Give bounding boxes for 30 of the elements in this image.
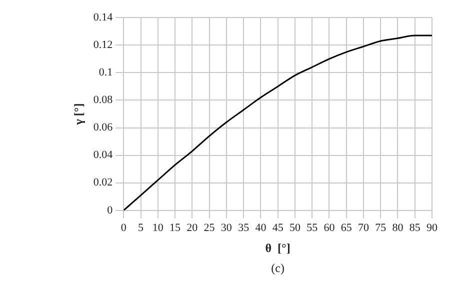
text: (c) <box>271 261 284 275</box>
y-tick-label: 0.02 <box>93 176 113 189</box>
x-tick-label: 65 <box>340 222 352 234</box>
x-tick-label: 55 <box>306 222 318 234</box>
x-tick-label: 5 <box>138 222 144 234</box>
y-tick-label: 0 <box>107 204 114 216</box>
x-tick-label: 70 <box>358 222 370 234</box>
x-tick-label: 10 <box>152 222 164 234</box>
y-tick-label: 0.06 <box>93 122 114 134</box>
y-tick-label: 0.08 <box>93 94 114 106</box>
y-axis-title: γ [°] <box>71 103 86 126</box>
x-tick-label: 50 <box>289 222 301 234</box>
x-tick-label: 25 <box>204 222 216 234</box>
x-tick-label: 20 <box>186 222 198 234</box>
x-tick-label: 40 <box>255 222 267 234</box>
y-tick-label: 0.12 <box>93 39 113 52</box>
y-tick-label: 0.14 <box>93 11 114 24</box>
x-tick-label: 80 <box>392 222 404 234</box>
x-tick-label: 90 <box>426 222 438 234</box>
x-tick-label: 45 <box>272 222 284 234</box>
x-tick-label: 0 <box>120 222 127 234</box>
x-tick-label: 15 <box>170 222 182 234</box>
x-tick-label: 30 <box>220 222 232 234</box>
x-axis-title: θ [°] <box>265 240 290 255</box>
x-tick-label: 35 <box>238 222 250 234</box>
x-tick-label: 60 <box>324 222 336 234</box>
y-tick-label: 0.1 <box>98 66 113 79</box>
y-tick-label: 0.04 <box>93 149 114 162</box>
x-tick-label: 85 <box>409 222 421 234</box>
x-tick-label: 75 <box>375 222 387 234</box>
